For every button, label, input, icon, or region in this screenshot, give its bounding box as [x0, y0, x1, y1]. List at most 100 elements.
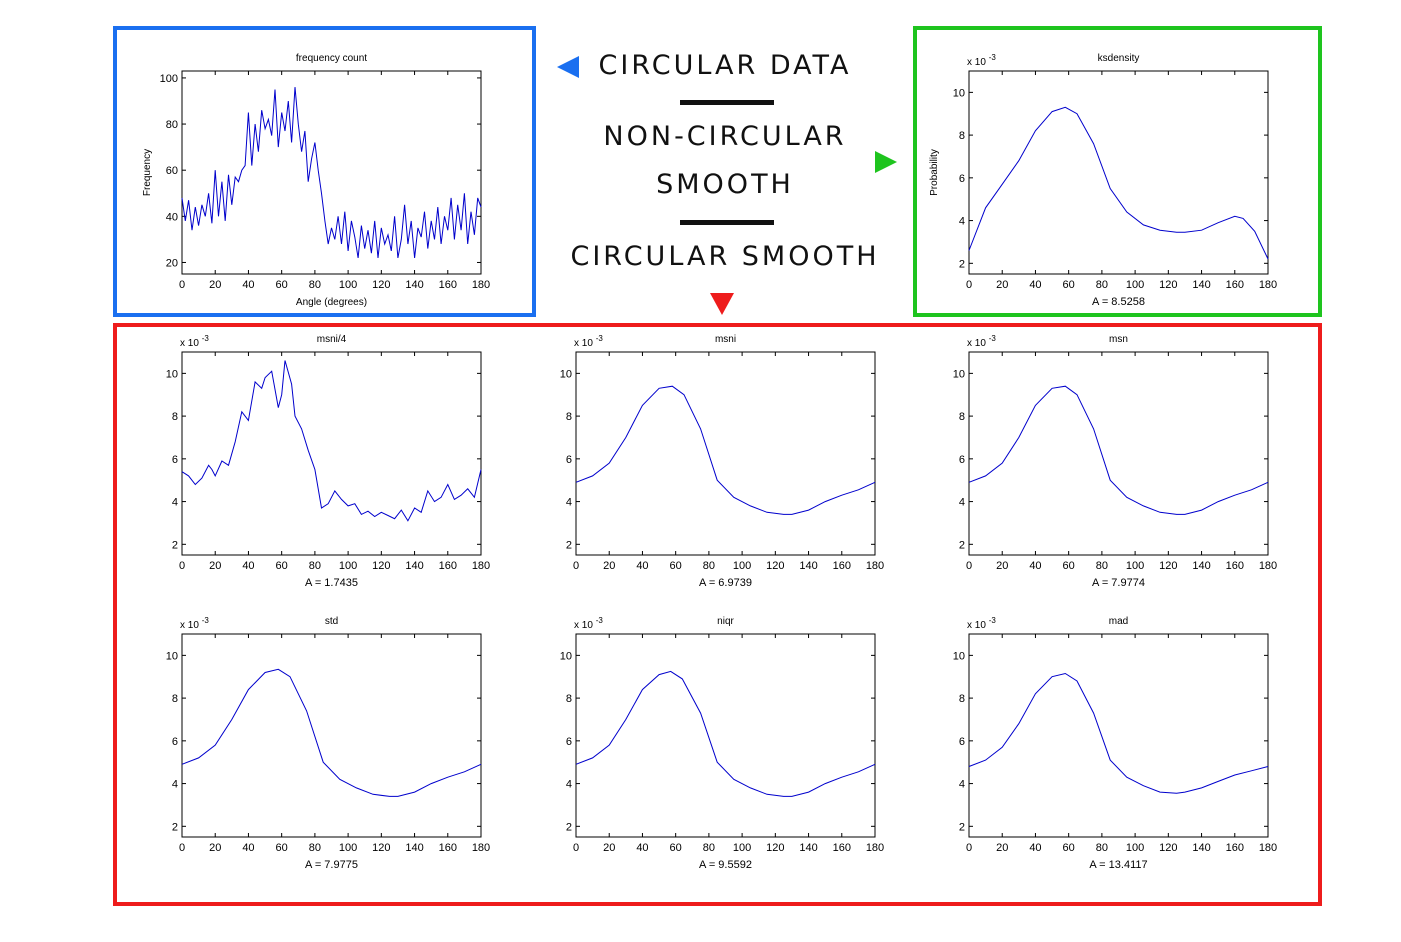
y-tick-label: 8	[172, 411, 178, 423]
x-tick-label: 60	[1063, 842, 1075, 854]
charts-layer: 0 20 40 60 80 100 120 140 160 18020406080100frequ…	[142, 53, 1277, 871]
x-tick-label: 180	[866, 560, 884, 572]
chart-title: msni	[715, 334, 736, 345]
area-caption: A = 1.7435	[305, 577, 358, 589]
x-tick-label: 80	[309, 560, 321, 572]
y-tick-label: 6	[959, 736, 965, 748]
x-tick-label: 140	[1192, 279, 1210, 291]
x-tick-label: 80	[1096, 842, 1108, 854]
x-tick-label: 0	[179, 560, 185, 572]
x-tick-label: 0	[966, 560, 972, 572]
x-tick-label: 100	[339, 842, 357, 854]
y-tick-label: 8	[566, 693, 572, 705]
x-tick-label: 60	[1063, 279, 1075, 291]
y-tick-label: 8	[959, 693, 965, 705]
green-arrow-right-icon	[875, 151, 897, 173]
x-tick-label: 0	[573, 842, 579, 854]
x-tick-label: 80	[309, 279, 321, 291]
x-tick-label: 80	[309, 842, 321, 854]
chart-msni4: 0 20 40 60 80 100 120 140 160 180 2 4 6 8 10 msni/4 x 10…	[166, 334, 490, 589]
x-tick-label: 180	[1259, 279, 1277, 291]
legend-divider-1	[680, 100, 774, 105]
x-tick-label: 140	[799, 560, 817, 572]
x-tick-label: 40	[636, 560, 648, 572]
x-tick-label: 140	[799, 842, 817, 854]
x-tick-label: 20	[209, 560, 221, 572]
y-exponent: -3	[202, 616, 210, 625]
y-tick-label: 60	[166, 165, 178, 177]
x-tick-label: 60	[276, 842, 288, 854]
y-tick-label: 10	[953, 650, 965, 662]
non-circular-smooth-frame	[913, 26, 1322, 317]
x-tick-label: 180	[472, 560, 490, 572]
chart-title: mad	[1109, 616, 1128, 627]
series-line-density	[575, 385, 876, 515]
x-tick-label: 100	[339, 279, 357, 291]
x-tick-label: 0	[966, 279, 972, 291]
x-tick-label: 120	[1159, 842, 1177, 854]
x-tick-label: 40	[1029, 279, 1041, 291]
x-tick-label: 120	[766, 842, 784, 854]
x-axis-label: Angle (degrees)	[296, 297, 367, 308]
x-tick-label: 160	[833, 842, 851, 854]
y-tick-label: 20	[166, 257, 178, 269]
plot-area	[575, 351, 876, 556]
x-tick-label: 100	[1126, 842, 1144, 854]
y-tick-label: 4	[959, 779, 965, 791]
y-tick-label: 4	[172, 779, 178, 791]
chart-title: msni/4	[317, 334, 347, 345]
y-tick-label: 6	[566, 454, 572, 466]
area-caption: A = 9.5592	[699, 859, 752, 871]
x-tick-label: 60	[670, 560, 682, 572]
y-tick-label: 8	[959, 130, 965, 142]
x-tick-label: 20	[209, 279, 221, 291]
x-tick-label: 180	[1259, 560, 1277, 572]
chart-frequency_count: 0 20 40 60 80 100 120 140 160 18020406080100frequ…	[142, 53, 490, 308]
chart-msni: 0 20 40 60 80 100 120 140 160 180 2 4 6 8 10 msni x 10 -…	[560, 334, 884, 589]
chart-title: ksdensity	[1098, 53, 1140, 64]
blue-arrow-left-icon	[557, 56, 579, 78]
x-tick-label: 40	[1029, 560, 1041, 572]
plot-area	[575, 633, 876, 838]
y-tick-label: 6	[172, 454, 178, 466]
x-tick-label: 0	[966, 842, 972, 854]
x-tick-label: 20	[996, 279, 1008, 291]
y-tick-label: 10	[166, 368, 178, 380]
x-tick-label: 180	[472, 279, 490, 291]
y-tick-label: 4	[959, 497, 965, 509]
x-tick-label: 120	[372, 279, 390, 291]
y-tick-label: 10	[166, 650, 178, 662]
plot-area	[968, 633, 1269, 838]
y-tick-label: 6	[959, 454, 965, 466]
chart-mad: 0 20 40 60 80 100 120 140 160 180 2 4 6 8 10 mad x 10 -3…	[953, 616, 1277, 871]
y-tick-label: 4	[566, 779, 572, 791]
x-tick-label: 60	[670, 842, 682, 854]
legend-divider-2	[680, 220, 774, 225]
series-line-density	[968, 672, 1269, 794]
series-line-density	[968, 385, 1269, 515]
y-tick-label: 6	[566, 736, 572, 748]
y-tick-label: 10	[953, 87, 965, 99]
x-tick-label: 140	[405, 842, 423, 854]
y-tick-label: 2	[959, 539, 965, 551]
y-tick-label: 2	[566, 821, 572, 833]
chart-title: niqr	[717, 616, 734, 627]
y-exponent-label: x 10 -3	[180, 616, 209, 631]
legend-circular-data: CIRCULAR DATA	[598, 50, 852, 81]
y-tick-label: 10	[560, 650, 572, 662]
y-exponent: -3	[202, 334, 210, 343]
plot-area	[181, 351, 482, 556]
x-tick-label: 20	[996, 560, 1008, 572]
circular-smooth-frame	[113, 323, 1322, 906]
y-axis-label: Probability	[929, 149, 940, 196]
y-tick-label: 4	[172, 497, 178, 509]
x-tick-label: 20	[603, 842, 615, 854]
y-tick-label: 2	[959, 821, 965, 833]
y-tick-label: 6	[959, 173, 965, 185]
x-tick-label: 100	[339, 560, 357, 572]
chart-msn: 0 20 40 60 80 100 120 140 160 180 2 4 6 8 10 msn x 10 -3…	[953, 334, 1277, 589]
x-tick-label: 40	[242, 560, 254, 572]
plot-area	[181, 633, 482, 838]
y-exponent: -3	[989, 616, 997, 625]
chart-title: frequency count	[296, 53, 367, 64]
